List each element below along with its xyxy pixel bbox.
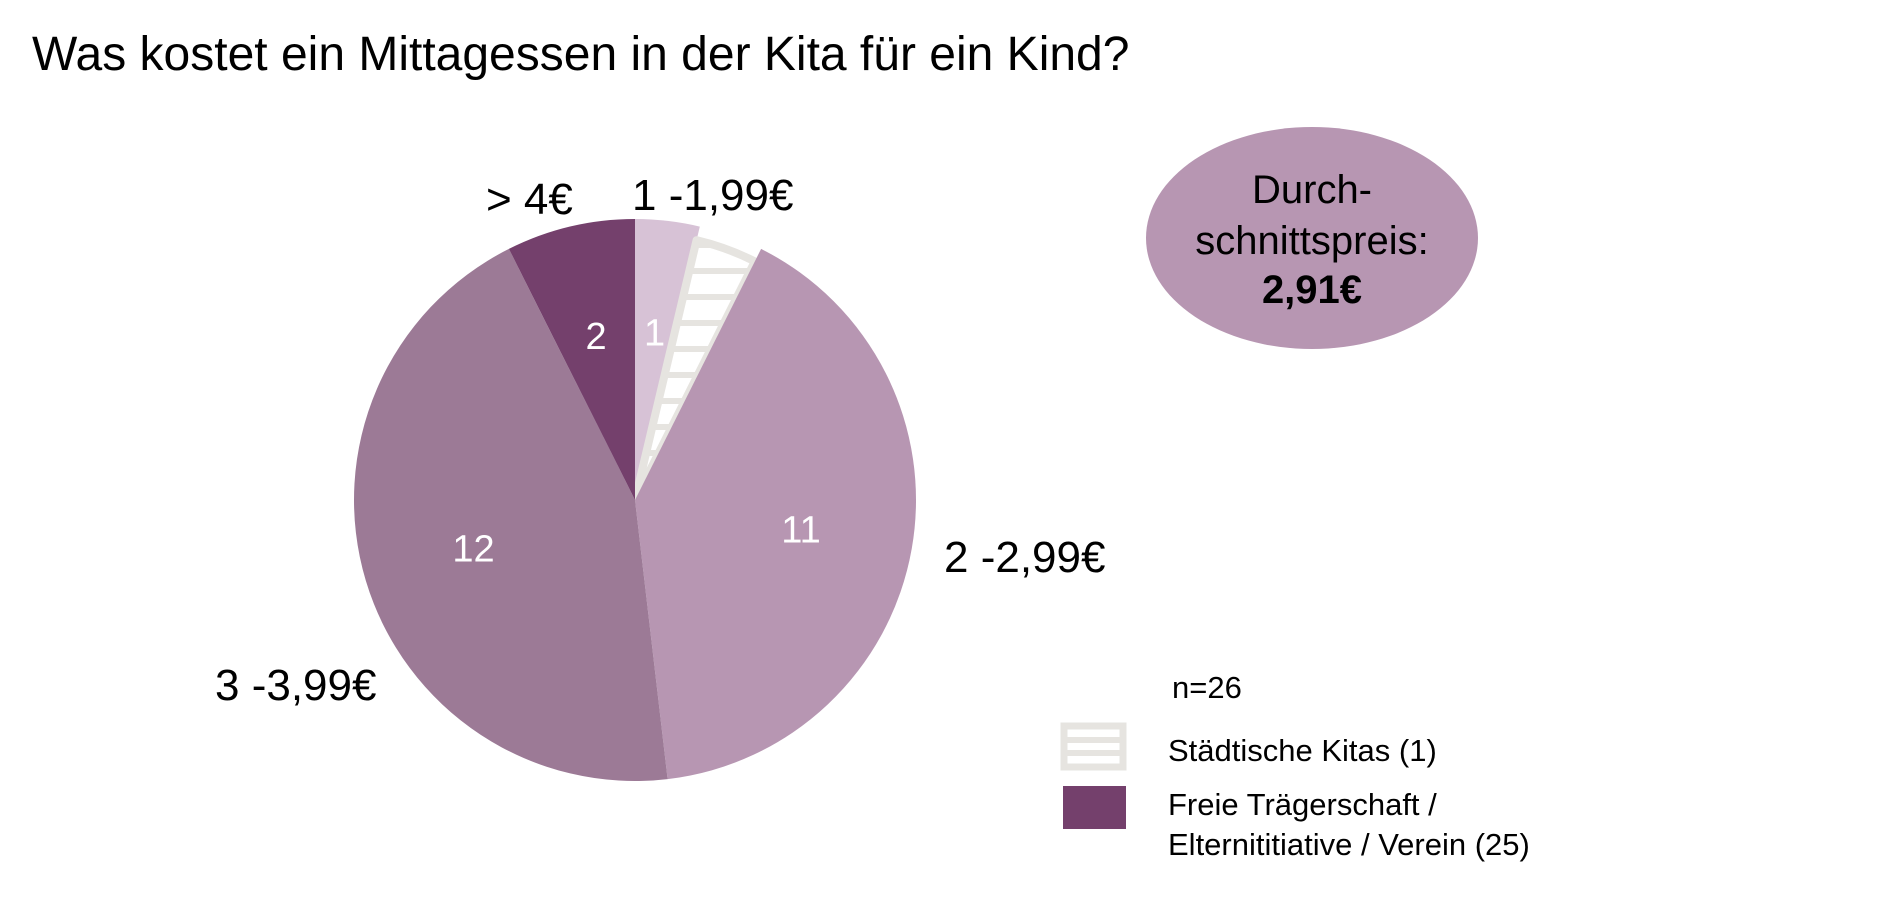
value-label-3-3-99: 12 [452,528,494,570]
value-label-4: 2 [586,316,607,358]
category-label-over-4: > 4€ [486,175,573,224]
legend-label-freie-traegerschaft-line1: Freie Trägerschaft / [1168,787,1437,822]
value-label-2-2-99: 11 [781,509,820,551]
pie-slice-4 [508,219,635,500]
legend-swatch-freie-traegerschaft [1063,786,1126,829]
value-label-1-1-99: 1 [644,313,665,355]
average-label-line2: schnittspreis: [1195,219,1428,263]
category-label-2-2-99: 2 -2,99€ [944,533,1105,582]
pie-slice-3-3-99 [353,248,668,782]
legend-label-staedtische-kitas: Städtische Kitas (1) [1168,733,1437,768]
legend-label-freie-traegerschaft-line2: Elternititiative / Verein (25) [1168,827,1530,862]
category-label-1-1-99: 1 -1,99€ [632,171,793,220]
sample-size: n=26 [1172,670,1242,705]
average-label-line1: Durch- [1252,168,1372,212]
category-label-3-3-99: 3 -3,99€ [215,661,376,710]
legend-swatch-staedtische-kitas [1060,722,1127,771]
pie-slices [353,219,916,782]
average-price-value: 2,91€ [1262,268,1362,312]
chart-title: Was kostet ein Mittagessen in der Kita f… [32,28,1129,81]
average-price-bubble [1146,127,1478,349]
pie-slice-2-2-99 [635,248,916,780]
